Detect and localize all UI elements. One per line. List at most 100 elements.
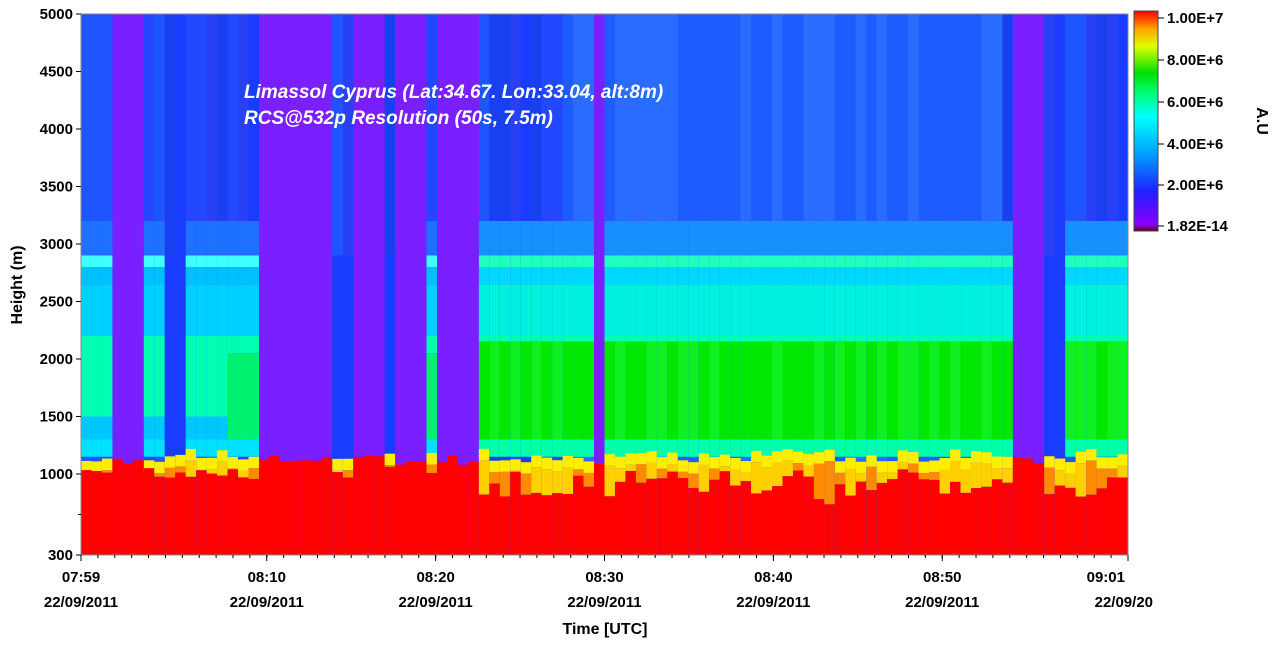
heatmap-cell [929,267,941,285]
heatmap-cell [1107,341,1119,440]
heatmap-cell [950,341,962,440]
heatmap-cell [175,472,187,555]
heatmap-cell [154,336,166,417]
heatmap-cell [887,255,899,267]
heatmap-cell [81,470,93,555]
heatmap-cell [185,448,197,461]
heatmap-cell [217,221,229,256]
heatmap-cell [866,466,878,491]
heatmap-cell [677,284,689,336]
heatmap-cell [164,255,176,463]
heatmap-cell [562,455,574,468]
heatmap-cell [1117,221,1128,256]
heatmap-cell [855,439,867,457]
heatmap-cell [803,465,815,477]
heatmap-cell [1086,336,1098,342]
heatmap-cell [185,460,197,477]
heatmap-cell [929,341,941,440]
heatmap-cell [719,284,731,336]
heatmap-cell [154,439,166,457]
heatmap-cell [740,439,752,457]
heatmap-cell [866,341,878,440]
heatmap-cell [792,255,805,267]
heatmap-cell [1107,255,1119,267]
heatmap-cell [604,439,616,457]
heatmap-cell [248,336,260,354]
heatmap-cell [122,14,134,555]
heatmap-cell [269,456,281,555]
heatmap-cell [604,284,616,336]
heatmap-cell [751,341,763,440]
heatmap-cell [101,439,114,457]
heatmap-cell [238,353,250,440]
heatmap-cell [342,477,354,555]
heatmap-cell [81,416,93,440]
heatmap-cell [258,458,271,555]
heatmap-cell [866,255,878,267]
heatmap-cell [1117,284,1128,336]
heatmap-cell [1065,462,1077,474]
heatmap-cell [426,353,438,440]
heatmap-cell [531,255,543,267]
heatmap-cell [824,461,836,505]
heatmap-cell [436,14,449,555]
heatmap-cell [1117,465,1128,478]
heatmap-cell [845,284,857,336]
heatmap-cell [635,464,647,483]
heatmap-cell [1096,488,1108,555]
heatmap-cell [510,470,522,472]
heatmap-cell [164,477,176,555]
heatmap-cell [1044,494,1056,555]
heatmap-cell [552,493,564,555]
heatmap-cell [562,336,574,342]
x-tick-time: 08:20 [416,569,454,586]
heatmap-cell [604,496,616,555]
heatmap-cell [939,336,951,342]
heatmap-cell [206,473,218,555]
heatmap-cell [834,336,846,342]
heatmap-cell [489,255,501,267]
heatmap-cell [478,448,490,461]
heatmap-cell [342,458,354,471]
y-tick-label: 1500 [40,409,73,426]
heatmap-cell [426,255,438,267]
heatmap-cell [688,336,700,342]
heatmap-cell [876,472,888,483]
x-tick-date: 22/09/2011 [567,594,641,611]
heatmap-cell [855,473,867,482]
heatmap-cell [101,221,114,256]
heatmap-cell [321,457,333,555]
heatmap-cell [614,341,627,440]
heatmap-cell [803,454,815,466]
heatmap-cell [363,14,375,555]
heatmap-cell [688,341,700,440]
heatmap-cell [426,439,438,457]
heatmap-cell [970,336,983,342]
chart-title: Limassol Cyprus (Lat:34.67. Lon:33.04, a… [244,82,663,103]
heatmap-cell [91,267,103,285]
heatmap-cell [583,336,595,342]
heatmap-cell [478,439,490,457]
heatmap-cell [751,336,763,342]
heatmap-cell [855,267,867,285]
heatmap-cell [217,284,229,336]
heatmap-cell [573,475,585,555]
y-tick-label: 1000 [40,466,73,483]
heatmap-cell [81,460,93,473]
heatmap-cell [531,439,543,457]
heatmap-cell [384,466,396,555]
heatmap-cell [772,451,784,463]
heatmap-cell [981,255,993,267]
heatmap-cell [206,336,218,417]
heatmap-cell [81,221,93,256]
colorbar-tick-label: 1.82E-14 [1167,218,1229,235]
heatmap-cell [353,14,365,555]
heatmap-cell [876,284,888,336]
heatmap-cell [918,461,930,474]
heatmap-cell [625,336,637,342]
heatmap-cell [583,472,595,487]
heatmap-cell [824,336,836,342]
heatmap-cell [950,481,962,555]
heatmap-cell [845,255,857,267]
heatmap-cell [908,336,920,342]
